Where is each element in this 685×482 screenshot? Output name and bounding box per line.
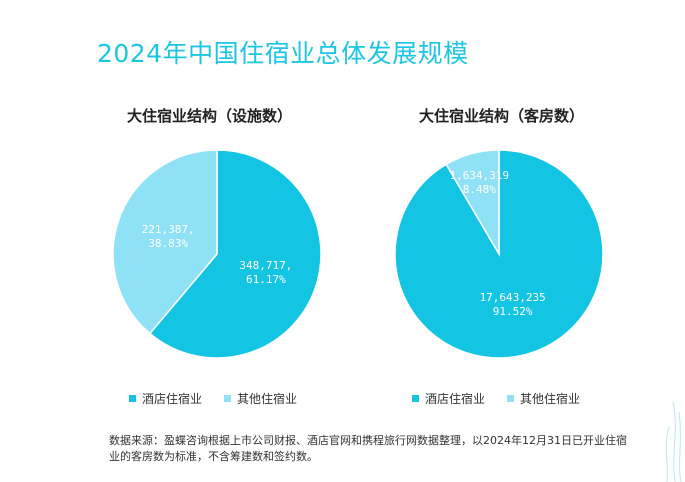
data-label-pct-hotel: 91.52% <box>493 305 533 318</box>
data-label-value-other: 1,634,319 <box>449 169 509 182</box>
data-label-value-hotel: 348,717, <box>239 259 292 272</box>
legend-item-other: 其他住宿业 <box>507 390 580 407</box>
legend-swatch-other <box>224 395 232 402</box>
decorative-line-art <box>665 401 682 482</box>
data-label-value-hotel: 17,643,235 <box>480 291 546 304</box>
legend-label-hotel: 酒店住宿业 <box>142 392 203 406</box>
data-label-pct-other: 8.48% <box>463 183 496 196</box>
data-label-pct-hotel: 61.17% <box>246 273 286 286</box>
data-label-value-other: 221,387, <box>142 223 195 236</box>
legend-label-other: 其他住宿业 <box>237 392 298 406</box>
pie-slice-other <box>445 149 500 257</box>
legend-label-hotel: 酒店住宿业 <box>425 392 486 406</box>
legend-item-other: 其他住宿业 <box>224 390 297 407</box>
legend-swatch-hotel <box>129 395 136 402</box>
pie-slice-hotel <box>148 149 322 359</box>
pie-chart-facilities: 348,717,61.17% 221,387,38.83% <box>112 149 322 359</box>
page-title: 2024年中国住宿业总体发展规模 <box>97 39 469 68</box>
legend-swatch-other <box>507 395 515 402</box>
data-label-pct-other: 38.83% <box>148 237 188 250</box>
chart-title-facilities: 大住宿业结构（设施数） <box>127 107 293 125</box>
legend-facilities: 酒店住宿业 其他住宿业 <box>129 390 319 407</box>
pie-slice-other <box>112 149 218 335</box>
chart-title-rooms: 大住宿业结构（客房数） <box>419 107 585 125</box>
legend-item-hotel: 酒店住宿业 <box>412 390 485 407</box>
source-footnote: 数据来源：盈蝶咨询根据上市公司财报、酒店官网和携程旅行网数据整理，以2024年1… <box>109 434 627 463</box>
legend-label-other: 其他住宿业 <box>520 392 581 406</box>
legend-rooms: 酒店住宿业 其他住宿业 <box>412 390 602 407</box>
legend-item-hotel: 酒店住宿业 <box>129 390 202 407</box>
legend-swatch-hotel <box>412 395 419 402</box>
